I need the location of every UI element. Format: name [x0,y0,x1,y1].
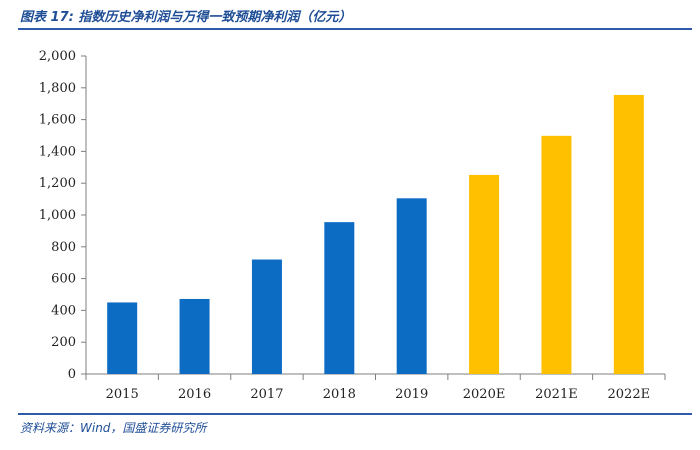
source-note: 资料来源：Wind，国盛证券研究所 [20,421,207,435]
bar-chart: 0 200 400 600 800 1,000 1,200 1,400 1,600 1,800 2,… [39,49,666,402]
bar-2019 [396,198,427,374]
x-tick-label: 2018 [323,387,356,402]
y-tick-label: 800 [51,240,76,255]
bar-2018 [324,222,355,374]
x-tick-label: 2017 [250,387,283,402]
chart-axes [81,55,666,380]
bar-2015 [107,302,138,374]
y-tick-label: 1,200 [39,176,76,191]
y-tick-label: 2,000 [39,49,76,64]
y-tick-label: 1,800 [39,81,76,96]
x-tick-label: 2021E [535,387,578,402]
bar-2016 [179,298,210,374]
footer-rule [18,413,692,415]
x-tick-label: 2016 [178,387,211,402]
bar-2022E [613,94,644,374]
x-tick-label: 2015 [106,387,139,402]
bar-2021E [541,135,572,374]
x-axis-labels: 2015 2016 2017 2018 2019 2020E 2021E 2022E [106,387,650,402]
chart-title: 图表 17: 指数历史净利润与万得一致预期净利润（亿元） [20,10,352,25]
y-tick-label: 400 [51,303,76,318]
x-tick-label: 2020E [463,387,506,402]
chart-header: 图表 17: 指数历史净利润与万得一致预期净利润（亿元） [0,0,700,30]
x-tick-label: 2019 [395,387,428,402]
y-tick-label: 1,600 [39,113,76,128]
y-tick-label: 600 [51,272,76,287]
bar-2020E [469,174,500,374]
y-tick-label: 1,000 [39,208,76,223]
y-tick-label: 1,400 [39,144,76,159]
y-axis-labels: 0 200 400 600 800 1,000 1,200 1,400 1,600 1,800 2,… [39,49,76,382]
bar-2017 [251,259,282,374]
chart-bars [107,94,644,374]
y-tick-label: 200 [51,335,76,350]
y-tick-label: 0 [68,367,76,382]
x-tick-label: 2022E [608,387,651,402]
header-rule [18,28,692,30]
